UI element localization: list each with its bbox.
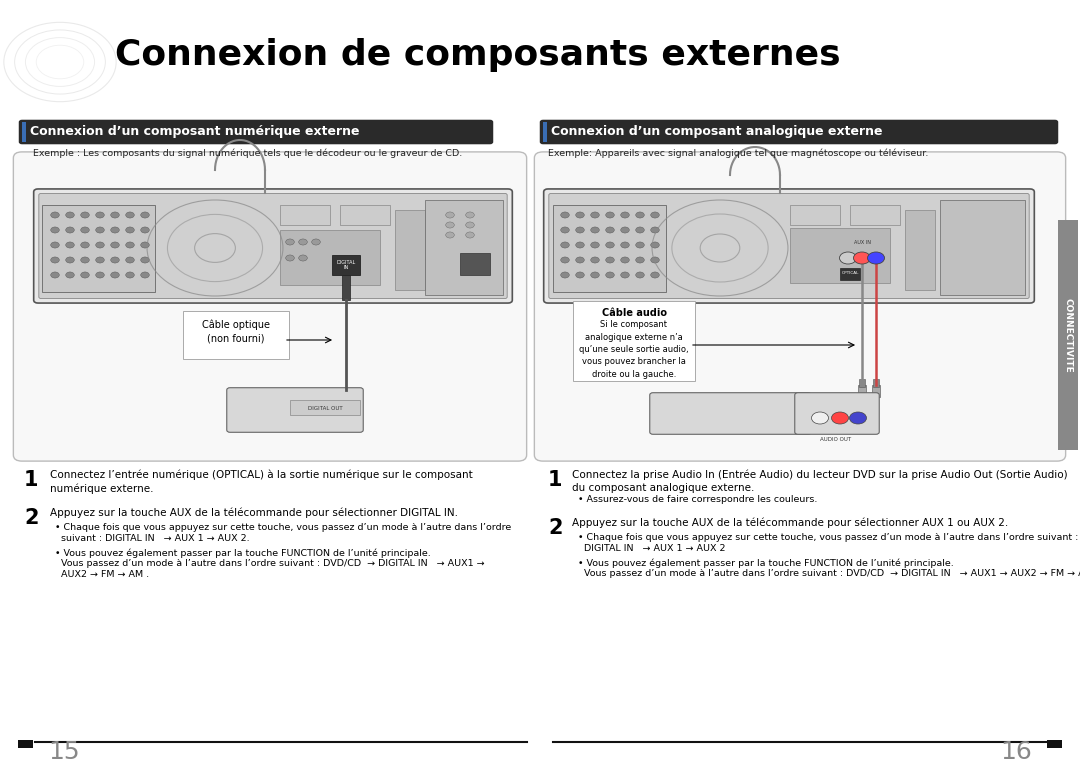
Text: Connectez la prise Audio In (Entrée Audio) du lecteur DVD sur la prise Audio Out: Connectez la prise Audio In (Entrée Audi…	[572, 470, 1068, 481]
Text: 2: 2	[548, 518, 563, 538]
FancyBboxPatch shape	[572, 301, 696, 381]
FancyBboxPatch shape	[543, 189, 1035, 303]
Bar	[280, 205, 330, 225]
FancyBboxPatch shape	[13, 152, 527, 461]
Text: 15: 15	[48, 740, 80, 763]
Bar	[342, 390, 350, 402]
Text: Connexion d’un composant analogique externe: Connexion d’un composant analogique exte…	[551, 125, 882, 139]
FancyBboxPatch shape	[795, 393, 879, 434]
Bar	[872, 385, 880, 397]
Bar	[18, 740, 33, 748]
Text: • Assurez-vous de faire correspondre les couleurs.: • Assurez-vous de faire correspondre les…	[578, 495, 818, 504]
Text: Si le composant
analogique externe n’a
qu’une seule sortie audio,
vous pouvez br: Si le composant analogique externe n’a q…	[579, 320, 689, 379]
FancyBboxPatch shape	[183, 311, 289, 359]
Text: Connexion de composants externes: Connexion de composants externes	[114, 38, 840, 72]
Bar	[1058, 220, 1078, 450]
Bar	[280, 230, 380, 285]
Text: du composant analogique externe.: du composant analogique externe.	[572, 483, 754, 493]
Bar	[1047, 740, 1062, 748]
Text: Câble audio: Câble audio	[602, 308, 666, 318]
FancyBboxPatch shape	[39, 194, 508, 298]
FancyBboxPatch shape	[540, 120, 1058, 144]
Text: • Chaque fois que vous appuyez sur cette touche, vous passez d’un mode à l’autre: • Chaque fois que vous appuyez sur cette…	[578, 533, 1078, 542]
Text: • Chaque fois que vous appuyez sur cette touche, vous passez d’un mode à l’autre: • Chaque fois que vous appuyez sur cette…	[55, 523, 511, 532]
Bar	[940, 200, 1025, 295]
FancyBboxPatch shape	[650, 393, 811, 434]
Bar	[460, 253, 490, 275]
Text: suivant : DIGITAL IN   → AUX 1 → AUX 2.: suivant : DIGITAL IN → AUX 1 → AUX 2.	[55, 534, 249, 543]
Bar	[543, 122, 546, 142]
Text: Exemple: Appareils avec signal analogique tel que magnétoscope ou téléviseur.: Exemple: Appareils avec signal analogiqu…	[548, 148, 929, 157]
Bar	[960, 253, 990, 275]
Bar	[840, 268, 860, 280]
Text: Appuyez sur la touche AUX de la télécommande pour sélectionner DIGITAL IN.: Appuyez sur la touche AUX de la télécomm…	[50, 508, 458, 519]
Bar	[858, 385, 866, 397]
Text: • Vous pouvez également passer par la touche FUNCTION de l’unité principale.: • Vous pouvez également passer par la to…	[55, 548, 431, 558]
Bar	[789, 228, 890, 283]
Text: 1: 1	[24, 470, 39, 490]
Bar	[332, 255, 360, 275]
Bar	[789, 205, 840, 225]
Text: Vous passez d’un mode à l’autre dans l’ordre suivant : DVD/CD  → DIGITAL IN   → : Vous passez d’un mode à l’autre dans l’o…	[55, 559, 485, 568]
Bar	[873, 379, 879, 387]
Text: Vous passez d’un mode à l’autre dans l’ordre suivant : DVD/CD  → DIGITAL IN   → : Vous passez d’un mode à l’autre dans l’o…	[578, 569, 1080, 578]
Text: DIGITAL IN   → AUX 1 → AUX 2: DIGITAL IN → AUX 1 → AUX 2	[578, 544, 726, 553]
Text: AUDIO OUT: AUDIO OUT	[821, 437, 851, 442]
FancyBboxPatch shape	[553, 205, 666, 292]
Bar	[291, 400, 360, 415]
Text: Connexion d’un composant numérique externe: Connexion d’un composant numérique exter…	[30, 125, 360, 139]
Text: Connectez l’entrée numérique (OPTICAL) à la sortie numérique sur le composant: Connectez l’entrée numérique (OPTICAL) à…	[50, 470, 473, 481]
Text: DIGITAL
IN: DIGITAL IN	[336, 259, 355, 270]
Bar	[395, 210, 426, 290]
Text: • Vous pouvez également passer par la touche FUNCTION de l’unité principale.: • Vous pouvez également passer par la to…	[578, 558, 954, 568]
FancyBboxPatch shape	[18, 120, 494, 144]
FancyBboxPatch shape	[549, 194, 1029, 298]
Bar	[905, 210, 935, 290]
Bar	[22, 122, 26, 142]
Text: Câble optique
(non fourni): Câble optique (non fourni)	[202, 319, 270, 343]
Text: 16: 16	[1000, 740, 1032, 763]
Bar	[859, 379, 865, 387]
Text: OPTICAL: OPTICAL	[841, 271, 859, 275]
Text: DIGITAL OUT: DIGITAL OUT	[308, 405, 342, 410]
Text: CONNECTIVITE: CONNECTIVITE	[1064, 298, 1072, 372]
FancyBboxPatch shape	[227, 388, 363, 433]
Bar	[342, 275, 350, 300]
Text: AUX IN: AUX IN	[853, 240, 870, 244]
Text: AUX2 → FM → AM .: AUX2 → FM → AM .	[55, 570, 149, 579]
FancyBboxPatch shape	[42, 205, 156, 292]
Text: numérique externe.: numérique externe.	[50, 483, 153, 494]
Bar	[340, 205, 390, 225]
Bar	[426, 200, 503, 295]
Text: Appuyez sur la touche AUX de la télécommande pour sélectionner AUX 1 ou AUX 2.: Appuyez sur la touche AUX de la télécomm…	[572, 518, 1009, 529]
Text: 2: 2	[24, 508, 39, 528]
FancyBboxPatch shape	[33, 189, 512, 303]
Text: 1: 1	[548, 470, 563, 490]
FancyBboxPatch shape	[535, 152, 1066, 461]
Text: Exemple : Les composants du signal numérique tels que le décodeur ou le graveur : Exemple : Les composants du signal numér…	[33, 148, 462, 157]
Bar	[850, 205, 900, 225]
